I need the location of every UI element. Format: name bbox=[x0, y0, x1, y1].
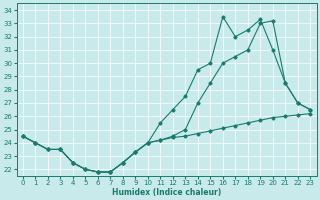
X-axis label: Humidex (Indice chaleur): Humidex (Indice chaleur) bbox=[112, 188, 221, 197]
